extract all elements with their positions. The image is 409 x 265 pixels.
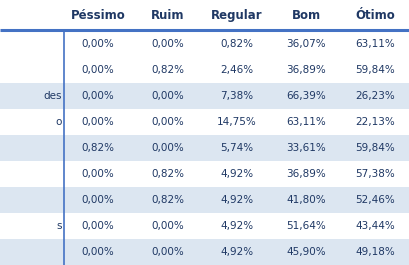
- Bar: [0, 135, 409, 161]
- Text: Bom: Bom: [291, 9, 320, 22]
- Bar: [0, 161, 409, 187]
- Text: 63,11%: 63,11%: [355, 38, 394, 48]
- Text: Regular: Regular: [211, 9, 262, 22]
- Text: 0,00%: 0,00%: [151, 38, 183, 48]
- Text: 36,89%: 36,89%: [285, 65, 325, 74]
- Text: 4,92%: 4,92%: [220, 221, 253, 231]
- Text: des: des: [43, 91, 61, 101]
- Text: o: o: [55, 117, 61, 127]
- Text: 0,00%: 0,00%: [82, 117, 114, 127]
- Text: 59,84%: 59,84%: [355, 65, 394, 74]
- Text: 0,00%: 0,00%: [151, 143, 183, 153]
- Text: Ruim: Ruim: [151, 9, 184, 22]
- Bar: [0, 239, 409, 265]
- Text: 45,90%: 45,90%: [285, 247, 325, 257]
- Text: 0,00%: 0,00%: [82, 91, 114, 101]
- Text: 0,82%: 0,82%: [151, 169, 184, 179]
- Text: 57,38%: 57,38%: [355, 169, 394, 179]
- Text: 63,11%: 63,11%: [285, 117, 325, 127]
- Text: 0,00%: 0,00%: [151, 117, 183, 127]
- Text: 4,92%: 4,92%: [220, 195, 253, 205]
- Text: 0,00%: 0,00%: [82, 65, 114, 74]
- Text: Péssimo: Péssimo: [71, 9, 125, 22]
- Text: 0,00%: 0,00%: [82, 169, 114, 179]
- Text: 5,74%: 5,74%: [220, 143, 253, 153]
- Bar: [0, 187, 409, 213]
- Text: 36,89%: 36,89%: [285, 169, 325, 179]
- Text: 26,23%: 26,23%: [355, 91, 394, 101]
- Text: 41,80%: 41,80%: [285, 195, 325, 205]
- Text: 0,00%: 0,00%: [82, 195, 114, 205]
- Text: 2,46%: 2,46%: [220, 65, 253, 74]
- Text: 52,46%: 52,46%: [355, 195, 394, 205]
- Text: 22,13%: 22,13%: [355, 117, 394, 127]
- Text: 36,07%: 36,07%: [285, 38, 325, 48]
- Text: 4,92%: 4,92%: [220, 247, 253, 257]
- Text: Ótimo: Ótimo: [355, 9, 394, 22]
- Bar: [0, 56, 409, 83]
- Text: 7,38%: 7,38%: [220, 91, 253, 101]
- Bar: [0, 213, 409, 239]
- Text: 0,82%: 0,82%: [151, 195, 184, 205]
- Bar: [0, 109, 409, 135]
- Text: 14,75%: 14,75%: [216, 117, 256, 127]
- Text: 43,44%: 43,44%: [355, 221, 394, 231]
- Text: 0,00%: 0,00%: [82, 38, 114, 48]
- Text: 0,82%: 0,82%: [81, 143, 115, 153]
- Text: 4,92%: 4,92%: [220, 169, 253, 179]
- Text: s: s: [56, 221, 61, 231]
- Text: 51,64%: 51,64%: [285, 221, 325, 231]
- Text: 0,00%: 0,00%: [151, 247, 183, 257]
- Text: 49,18%: 49,18%: [355, 247, 394, 257]
- Text: 59,84%: 59,84%: [355, 143, 394, 153]
- Text: 0,00%: 0,00%: [82, 247, 114, 257]
- Text: 0,00%: 0,00%: [82, 221, 114, 231]
- Text: 0,00%: 0,00%: [151, 91, 183, 101]
- Bar: [0, 30, 409, 56]
- Text: 33,61%: 33,61%: [285, 143, 325, 153]
- Text: 66,39%: 66,39%: [285, 91, 325, 101]
- Text: 0,82%: 0,82%: [220, 38, 253, 48]
- Text: 0,82%: 0,82%: [151, 65, 184, 74]
- Bar: [0, 83, 409, 109]
- Text: 0,00%: 0,00%: [151, 221, 183, 231]
